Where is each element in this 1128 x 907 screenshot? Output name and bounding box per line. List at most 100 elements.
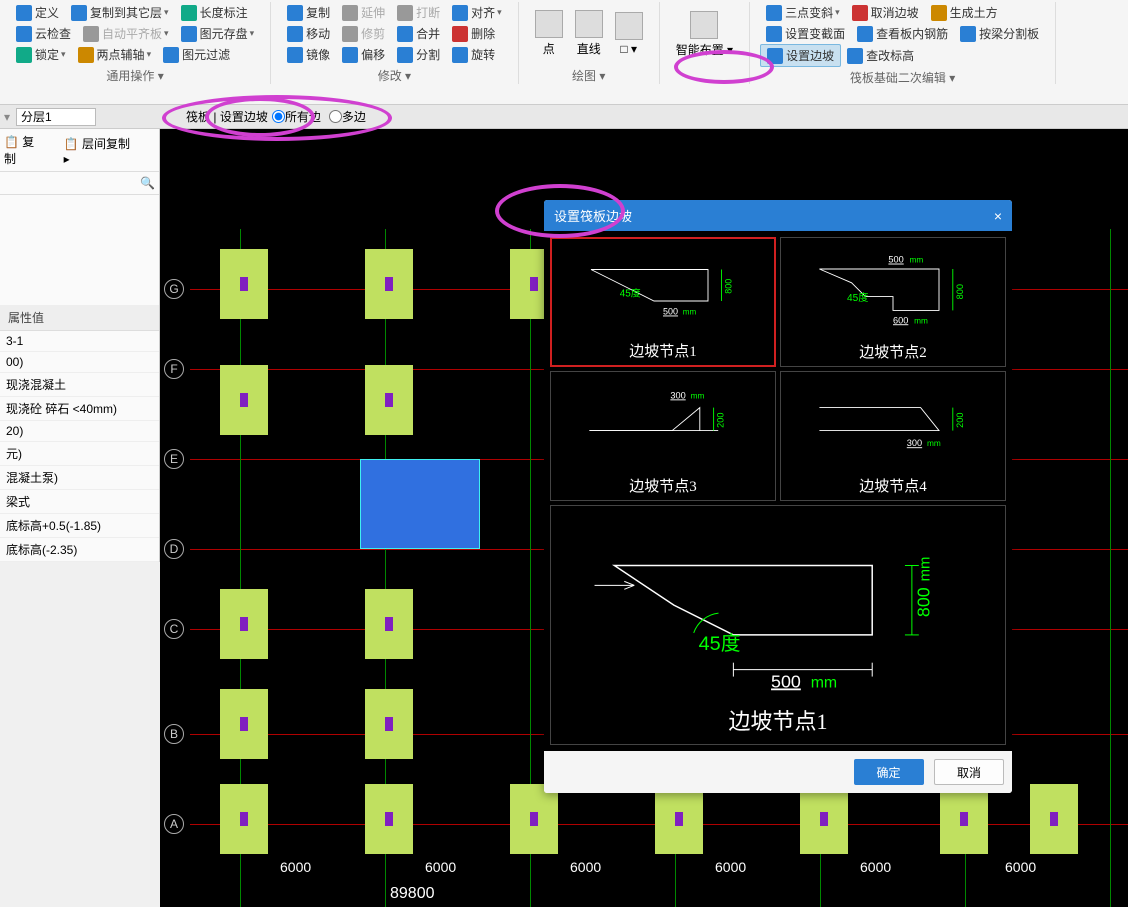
column-element[interactable] (220, 784, 268, 854)
prop-row[interactable]: 现浇混凝土 (0, 373, 159, 397)
column-element[interactable] (220, 365, 268, 435)
prop-row[interactable]: 混凝土泵) (0, 466, 159, 490)
ribbon-智能布置[interactable]: 智能布置 ▾ (676, 11, 733, 58)
prop-row[interactable]: 00) (0, 352, 159, 373)
ribbon-设置变截面[interactable]: 设置变截面 (760, 23, 851, 44)
svg-text:800: 800 (723, 279, 733, 294)
ribbon-查看板内钢筋[interactable]: 查看板内钢筋 (851, 23, 954, 44)
prop-row[interactable]: 底标高+0.5(-1.85) (0, 514, 159, 538)
svg-text:500: 500 (888, 255, 903, 265)
dimension-text: 6000 (860, 859, 891, 875)
ribbon-对齐[interactable]: 对齐▾ (446, 2, 508, 23)
ribbon: 定义复制到其它层▾长度标注云检查自动平齐板▾图元存盘▾锁定▾两点辅轴▾图元过滤通… (0, 0, 1128, 105)
dimension-text: 6000 (1005, 859, 1036, 875)
ribbon-设置边坡[interactable]: 设置边坡 (760, 44, 841, 67)
cancel-button[interactable]: 取消 (934, 759, 1004, 785)
ribbon-□[interactable]: □ ▾ (615, 12, 643, 56)
ribbon-删除[interactable]: 删除 (446, 23, 501, 44)
ribbon-图元过滤[interactable]: 图元过滤 (157, 44, 236, 65)
svg-text:300: 300 (907, 438, 922, 448)
column-element[interactable] (510, 784, 558, 854)
column-element[interactable] (220, 689, 268, 759)
ribbon-三点变斜[interactable]: 三点变斜▾ (760, 2, 846, 23)
ribbon-修剪[interactable]: 修剪 (336, 23, 391, 44)
slope-node-option[interactable]: 300mm200边坡节点4 (780, 371, 1006, 501)
svg-text:mm: mm (910, 256, 924, 265)
dialog-title: 设置筏板边坡 (554, 206, 632, 225)
close-icon[interactable]: × (994, 208, 1002, 224)
grid-label: E (164, 449, 184, 469)
column-element[interactable] (365, 589, 413, 659)
prop-row[interactable]: 元) (0, 442, 159, 466)
column-element[interactable] (365, 689, 413, 759)
svg-text:800: 800 (955, 284, 965, 299)
ribbon-长度标注[interactable]: 长度标注 (175, 2, 254, 23)
raft-element[interactable] (360, 459, 480, 549)
column-element[interactable] (220, 249, 268, 319)
ribbon-查改标高[interactable]: 查改标高 (841, 45, 920, 66)
ribbon-延伸[interactable]: 延伸 (336, 2, 391, 23)
layer-field[interactable] (16, 108, 96, 126)
column-element[interactable] (365, 784, 413, 854)
ribbon-定义[interactable]: 定义 (10, 2, 65, 23)
slope-dialog: 设置筏板边坡 × 45度500mm800边坡节点145度500mm600mm80… (544, 200, 1012, 793)
ribbon-偏移[interactable]: 偏移 (336, 44, 391, 65)
grid-label: G (164, 279, 184, 299)
ribbon-点[interactable]: 点 (535, 10, 563, 57)
svg-text:mm: mm (811, 674, 837, 691)
prop-row[interactable]: 20) (0, 421, 159, 442)
svg-text:mm: mm (691, 391, 705, 400)
ribbon-云检查[interactable]: 云检查 (10, 23, 77, 44)
svg-text:mm: mm (683, 308, 697, 317)
ribbon-直线[interactable]: 直线 (575, 10, 603, 57)
ribbon-锁定[interactable]: 锁定▾ (10, 44, 72, 65)
grid-label: F (164, 359, 184, 379)
radio-multi-edges[interactable]: 多边 (329, 108, 366, 125)
options-bar: ▾ 筏板 | 设置边坡 所有边 多边 (0, 105, 1128, 129)
ribbon-按梁分割板[interactable]: 按梁分割板 (954, 23, 1045, 44)
ribbon-移动[interactable]: 移动 (281, 23, 336, 44)
dimension-text: 6000 (570, 859, 601, 875)
node-preview: 45度 500mm 800 mm 边坡节点1 (550, 505, 1006, 745)
column-element[interactable] (940, 784, 988, 854)
ribbon-合并[interactable]: 合并 (391, 23, 446, 44)
column-element[interactable] (655, 784, 703, 854)
ribbon-自动平齐板[interactable]: 自动平齐板▾ (77, 23, 175, 44)
dimension-text: 6000 (715, 859, 746, 875)
ribbon-图元存盘[interactable]: 图元存盘▾ (175, 23, 261, 44)
ribbon-复制[interactable]: 复制 (281, 2, 336, 23)
svg-text:mm: mm (914, 316, 928, 325)
prop-row[interactable]: 梁式 (0, 490, 159, 514)
slope-node-option[interactable]: 45度500mm800边坡节点1 (550, 237, 776, 367)
ribbon-复制到其它层[interactable]: 复制到其它层▾ (65, 2, 175, 23)
column-element[interactable] (800, 784, 848, 854)
slope-node-option[interactable]: 45度500mm600mm800边坡节点2 (780, 237, 1006, 367)
svg-text:200: 200 (716, 412, 726, 427)
ribbon-两点辅轴[interactable]: 两点辅轴▾ (72, 44, 158, 65)
svg-text:mm: mm (918, 557, 934, 582)
grid-label: B (164, 724, 184, 744)
slope-node-option[interactable]: 300mm200边坡节点3 (550, 371, 776, 501)
dimension-text: 6000 (425, 859, 456, 875)
prop-row[interactable]: 3-1 (0, 331, 159, 352)
ribbon-镜像[interactable]: 镜像 (281, 44, 336, 65)
ribbon-分割[interactable]: 分割 (391, 44, 446, 65)
svg-text:45度: 45度 (699, 633, 741, 655)
prop-row[interactable]: 现浇砼 碎石 <40mm) (0, 397, 159, 421)
column-element[interactable] (1030, 784, 1078, 854)
svg-text:500: 500 (771, 671, 801, 691)
ok-button[interactable]: 确定 (854, 759, 924, 785)
ribbon-打断[interactable]: 打断 (391, 2, 446, 23)
radio-all-edges[interactable]: 所有边 (272, 108, 321, 125)
column-element[interactable] (365, 365, 413, 435)
prop-row[interactable]: 底标高(-2.35) (0, 538, 159, 562)
ribbon-生成土方[interactable]: 生成土方 (925, 2, 1004, 23)
copy-btn[interactable]: 📋 复制 (4, 133, 54, 167)
column-element[interactable] (220, 589, 268, 659)
column-element[interactable] (365, 249, 413, 319)
ribbon-取消边坡[interactable]: 取消边坡 (846, 2, 925, 23)
svg-text:200: 200 (955, 412, 965, 427)
layer-copy-btn[interactable]: 📋 层间复制 ▸ (64, 135, 145, 166)
ribbon-旋转[interactable]: 旋转 (446, 44, 501, 65)
search-icon[interactable]: 🔍 (140, 176, 155, 190)
